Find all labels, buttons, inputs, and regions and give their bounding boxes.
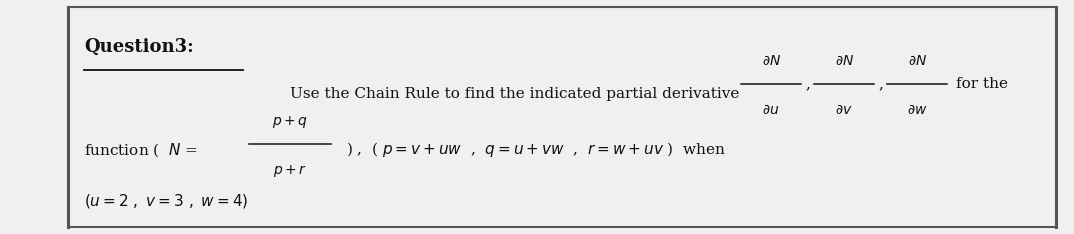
Text: ) ,  ( $p = v+uw$  ,  $q = u+vw$  ,  $r = w+uv$ )  when: ) , ( $p = v+uw$ , $q = u+vw$ , $r = w+u… <box>346 140 726 159</box>
Text: $\partial N$: $\partial N$ <box>908 54 927 68</box>
Text: Question3:: Question3: <box>84 38 193 56</box>
Text: $\partial u$: $\partial u$ <box>763 103 780 117</box>
Text: function (  $N$ =: function ( $N$ = <box>84 141 199 159</box>
Text: $\partial v$: $\partial v$ <box>836 103 853 117</box>
Text: $\partial w$: $\partial w$ <box>906 103 928 117</box>
Text: ,: , <box>806 77 811 91</box>
Text: $(u = 2\ ,\ v = 3\ ,\ w = 4)$: $(u = 2\ ,\ v = 3\ ,\ w = 4)$ <box>84 192 248 210</box>
Text: for the: for the <box>956 77 1007 91</box>
Text: ,: , <box>879 77 884 91</box>
Text: Use the Chain Rule to find the indicated partial derivative: Use the Chain Rule to find the indicated… <box>290 87 739 101</box>
Text: $p+q$: $p+q$ <box>272 114 308 130</box>
Text: $\partial N$: $\partial N$ <box>834 54 854 68</box>
Text: $p+r$: $p+r$ <box>273 163 307 179</box>
Text: $\partial N$: $\partial N$ <box>761 54 781 68</box>
